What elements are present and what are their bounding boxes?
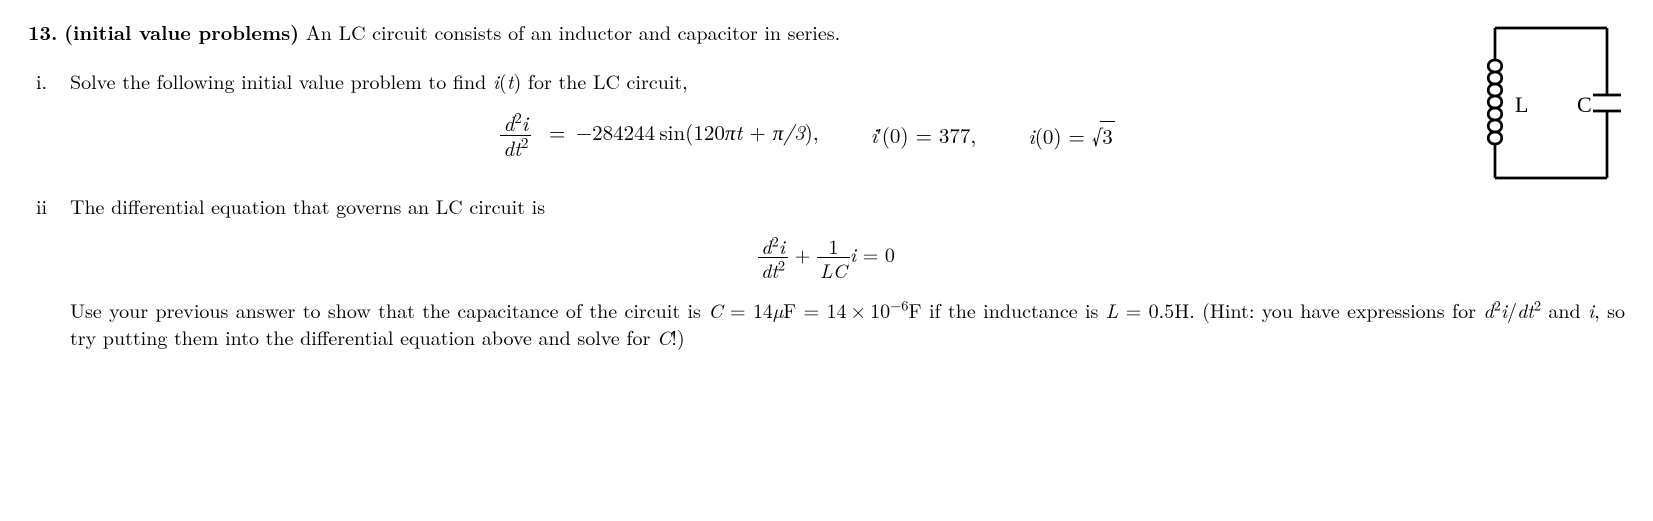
part-ii-text: The differential equation that governs a… xyxy=(70,192,545,219)
part-i-text: Solve the following initial value proble… xyxy=(70,67,688,94)
problem-number: 13. xyxy=(28,17,57,46)
inductor-label: L xyxy=(1515,92,1528,117)
problem-title-rest: An LC circuit consists of an inductor an… xyxy=(299,17,840,46)
equation-lc-ode: d2i dt2 + 1 LC i = 0 xyxy=(28,235,1625,280)
part-i-label: i. xyxy=(36,67,70,94)
problem-title-bold: (initial value problems) xyxy=(64,17,299,46)
part-ii-paragraph: Use your previous answer to show that th… xyxy=(70,296,1625,350)
equation-ivp: d2i dt2 = −284244 sin(120πt + π/3), i′(0… xyxy=(148,112,1467,159)
part-ii-label: ii xyxy=(36,192,70,219)
capacitor-label: C xyxy=(1577,92,1592,117)
lc-circuit-diagram: L C xyxy=(1477,18,1625,188)
